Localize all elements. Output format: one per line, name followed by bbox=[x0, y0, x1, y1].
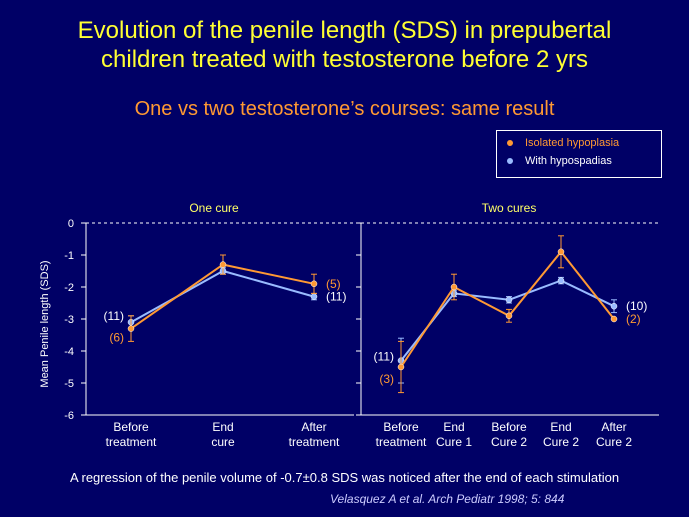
x-tick-label: After bbox=[301, 420, 326, 434]
data-point bbox=[505, 296, 513, 304]
data-point bbox=[127, 325, 135, 332]
footnote: A regression of the penile volume of -0.… bbox=[69, 470, 620, 485]
n-label: (2) bbox=[626, 312, 641, 326]
n-label: (10) bbox=[626, 299, 647, 313]
legend-item-isolated: Isolated hypoplasia bbox=[507, 137, 619, 149]
chart-legend: Isolated hypoplasia With hypospadias bbox=[496, 130, 662, 178]
data-point bbox=[505, 312, 513, 320]
data-point bbox=[610, 302, 618, 310]
legend-marker-blue bbox=[507, 158, 513, 165]
slide-title: Evolution of the penile length (SDS) in … bbox=[0, 16, 689, 74]
n-label: (6) bbox=[109, 331, 124, 345]
title-line-1: Evolution of the penile length (SDS) in … bbox=[77, 17, 612, 44]
slide-subtitle: One vs two testosterone’s courses: same … bbox=[134, 98, 555, 120]
x-tick-label: Cure 2 bbox=[543, 435, 579, 449]
series-line bbox=[400, 279, 615, 362]
y-axis-label: Mean Penile length (SDS) bbox=[39, 260, 51, 387]
x-tick-label: Before bbox=[113, 420, 149, 434]
y-tick-label: -5 bbox=[64, 378, 74, 390]
title-line-2: children treated with testosterone befor… bbox=[101, 46, 588, 73]
data-point bbox=[450, 283, 458, 291]
citation: Velasquez A et al. Arch Pediatr 1998; 5:… bbox=[330, 492, 565, 506]
x-tick-label: After bbox=[601, 420, 626, 434]
panel-title: One cure bbox=[189, 201, 239, 215]
y-tick-label: -4 bbox=[64, 346, 74, 358]
data-point bbox=[557, 277, 565, 284]
x-tick-label: treatment bbox=[289, 435, 340, 449]
x-tick-label: Before bbox=[383, 420, 419, 434]
y-tick-label: 0 bbox=[68, 218, 74, 230]
y-tick-label: -1 bbox=[64, 250, 74, 262]
data-point bbox=[397, 363, 405, 371]
legend-label: Isolated hypoplasia bbox=[525, 137, 620, 149]
n-label: (11) bbox=[374, 350, 394, 364]
legend-marker-orange bbox=[507, 140, 513, 147]
data-point bbox=[557, 248, 565, 256]
n-label: (5) bbox=[326, 277, 341, 291]
data-point bbox=[610, 315, 618, 323]
n-label: (11) bbox=[104, 309, 124, 323]
x-tick-label: cure bbox=[211, 435, 235, 449]
x-tick-label: Before bbox=[491, 420, 527, 434]
panel-title: Two cures bbox=[482, 201, 537, 215]
y-tick-label: -6 bbox=[64, 410, 74, 422]
x-tick-label: treatment bbox=[106, 435, 157, 449]
data-point bbox=[310, 280, 318, 288]
x-tick-label: End bbox=[443, 420, 464, 434]
x-tick-label: Cure 1 bbox=[436, 435, 472, 449]
legend-label: With hypospadias bbox=[525, 155, 612, 167]
x-tick-label: End bbox=[550, 420, 571, 434]
x-tick-label: treatment bbox=[376, 435, 427, 449]
n-label: (3) bbox=[379, 372, 394, 386]
y-tick-label: -3 bbox=[64, 314, 74, 326]
y-tick-label: -2 bbox=[64, 282, 74, 294]
data-point bbox=[219, 261, 227, 268]
n-label: (11) bbox=[326, 290, 346, 304]
x-tick-label: Cure 2 bbox=[596, 435, 632, 449]
x-tick-label: Cure 2 bbox=[491, 435, 527, 449]
data-point bbox=[310, 293, 318, 300]
x-tick-label: End bbox=[212, 420, 233, 434]
legend-item-hypospadias: With hypospadias bbox=[507, 155, 612, 167]
